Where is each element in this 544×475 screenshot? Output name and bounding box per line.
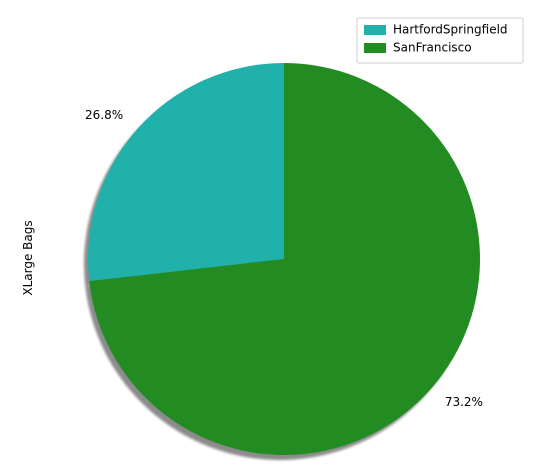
legend-label-sanfrancisco: SanFrancisco	[393, 41, 472, 55]
pie-slice-sanfrancisco	[89, 63, 480, 455]
pie-labels: 26.8% 73.2%	[85, 108, 483, 409]
legend-frame	[356, 17, 524, 64]
legend: HartfordSpringfield SanFrancisco	[356, 17, 524, 64]
pie-label-sanfrancisco: 73.2%	[445, 395, 483, 409]
y-axis-label: XLarge Bags	[21, 220, 35, 295]
pie-label-hartfordspringfield: 26.8%	[85, 108, 123, 122]
legend-swatch-sanfrancisco	[364, 43, 386, 53]
pie-slice-hartfordspringfield	[88, 63, 284, 282]
legend-swatch-hartfordspringfield	[364, 25, 386, 35]
legend-label-hartfordspringfield: HartfordSpringfield	[393, 23, 508, 37]
pie-slices	[88, 63, 480, 455]
